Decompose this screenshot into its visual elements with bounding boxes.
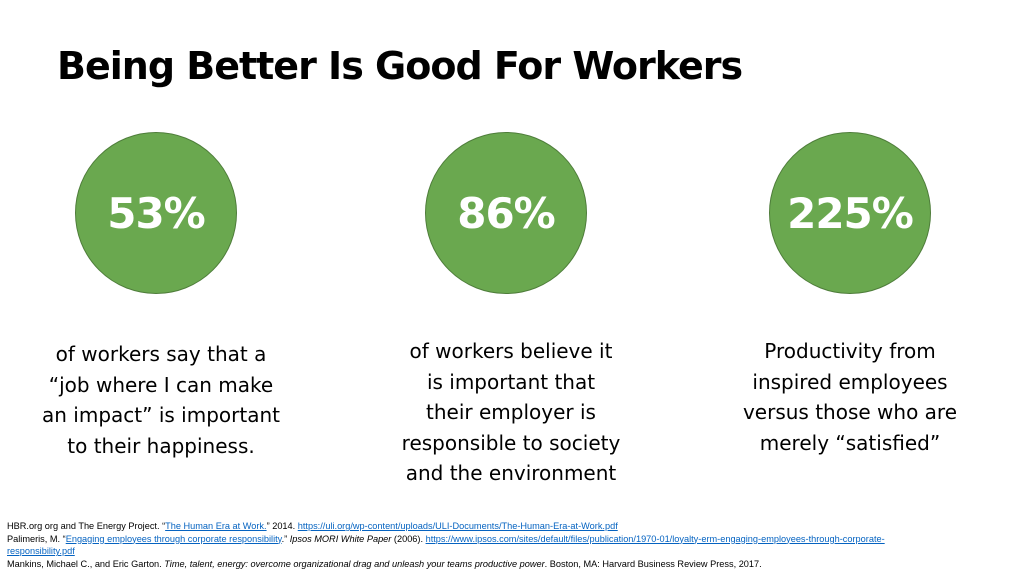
ref-text: .”	[281, 533, 290, 544]
ref-text: (2006).	[391, 533, 426, 544]
description-line: versus those who are	[742, 400, 958, 424]
ref-title-link[interactable]: The Human Era at Work.	[165, 521, 267, 531]
description-line: of workers say that a	[55, 342, 267, 366]
stat-value-3: 225%	[787, 188, 914, 238]
description-line: merely “satisfied”	[759, 430, 941, 455]
description-line: is important that	[426, 369, 596, 394]
reference-3: Mankins, Michael C., and Eric Garton. Ti…	[7, 558, 1017, 571]
stat-circle-1: 53%	[75, 132, 237, 294]
references: HBR.org org and The Energy Project. “The…	[7, 520, 1017, 570]
description-line: Productivity from	[764, 339, 936, 363]
ref-text: Mankins, Michael C., and Eric Garton.	[7, 558, 165, 569]
description-line: to their happiness.	[67, 433, 255, 458]
description-line: of workers believe it	[409, 339, 613, 363]
ref-italic: Time, talent, energy: overcome organizat…	[164, 558, 545, 569]
reference-2: Palimeris, M. “Engaging employees throug…	[7, 533, 1017, 558]
description-line: “job where I can make	[48, 372, 274, 397]
ref-url-link[interactable]: https://uli.org/wp-content/uploads/ULI-D…	[297, 521, 618, 531]
page-title: Being Better Is Good For Workers	[57, 44, 743, 88]
ref-title-link[interactable]: Engaging employees through corporate res…	[65, 533, 282, 544]
ref-text: HBR.org org and The Energy Project. “	[7, 521, 166, 531]
ref-italic: Ipsos MORI White Paper	[289, 533, 392, 544]
ref-url-link[interactable]: https://www.ipsos.com/sites/default/file…	[425, 533, 885, 544]
ref-text: ” 2014.	[266, 521, 298, 531]
description-line: and the environment	[405, 461, 617, 485]
stat-description-2: of workers believe it is important that …	[371, 336, 651, 489]
description-line: inspired employees	[752, 369, 948, 394]
reference-1: HBR.org org and The Energy Project. “The…	[7, 520, 1017, 533]
ref-text: Palimeris, M. “	[7, 533, 66, 544]
stat-circle-2: 86%	[425, 132, 587, 294]
stat-value-1: 53%	[107, 188, 206, 238]
stat-circle-3: 225%	[769, 132, 931, 294]
description-line: their employer is	[426, 400, 596, 424]
stat-value-2: 86%	[457, 188, 556, 238]
description-line: an impact” is important	[42, 403, 280, 427]
ref-text: . Boston, MA: Harvard Business Review Pr…	[544, 558, 762, 569]
description-line: responsible to society	[401, 430, 621, 455]
stat-description-3: Productivity from inspired employees ver…	[710, 336, 990, 458]
ref-url-link-cont[interactable]: responsibility.pdf	[7, 546, 75, 557]
stat-description-1: of workers say that a “job where I can m…	[21, 339, 301, 461]
